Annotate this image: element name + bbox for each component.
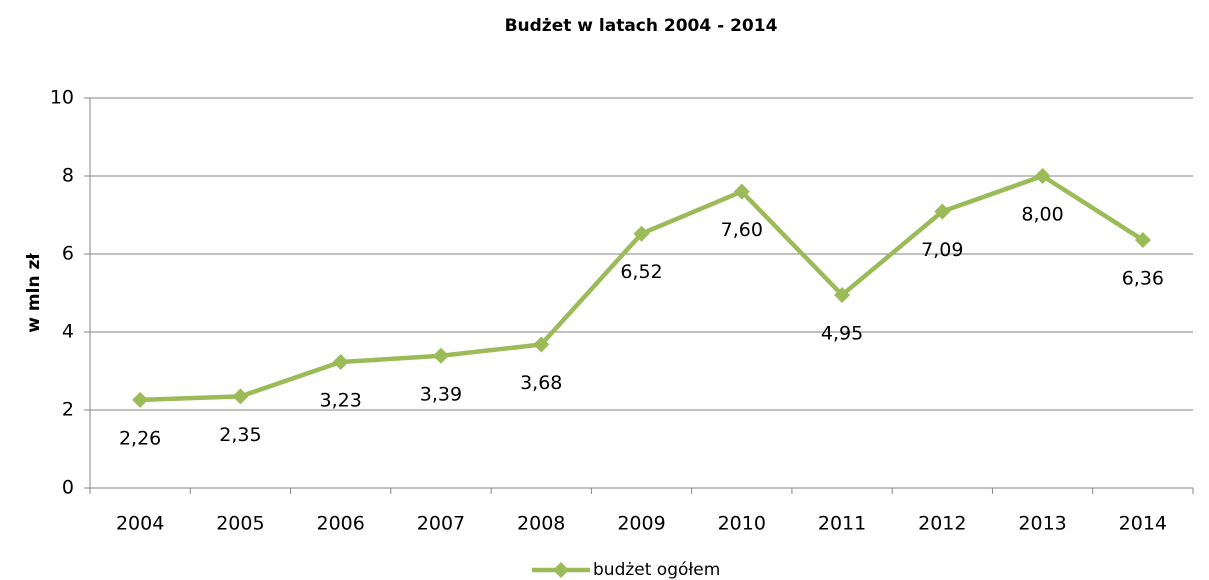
data-label: 3,23 bbox=[320, 390, 362, 412]
y-tick-label: 8 bbox=[62, 165, 74, 187]
x-tick-label: 2011 bbox=[818, 513, 866, 535]
x-tick-label: 2012 bbox=[918, 513, 966, 535]
legend-label: budżet ogółem bbox=[593, 560, 720, 580]
x-tick-label: 2005 bbox=[216, 513, 264, 535]
data-point bbox=[132, 391, 149, 408]
data-point bbox=[733, 183, 750, 200]
data-label: 3,39 bbox=[420, 383, 462, 405]
y-tick-label: 4 bbox=[62, 321, 74, 343]
data-point bbox=[1134, 231, 1151, 248]
x-tick-label: 2010 bbox=[718, 513, 766, 535]
x-tick-label: 2008 bbox=[517, 513, 565, 535]
x-tick-label: 2007 bbox=[417, 513, 465, 535]
series-line bbox=[140, 173, 1145, 403]
data-point bbox=[1034, 168, 1051, 184]
data-label: 4,95 bbox=[821, 322, 863, 344]
y-tick-label: 10 bbox=[50, 87, 74, 109]
y-tick-label: 0 bbox=[62, 477, 74, 499]
x-tick-label: 2006 bbox=[317, 513, 365, 535]
x-tick-label: 2013 bbox=[1018, 513, 1066, 535]
y-tick-label: 6 bbox=[62, 243, 74, 265]
data-point bbox=[332, 354, 349, 371]
data-point bbox=[533, 336, 550, 353]
data-label: 6,36 bbox=[1122, 267, 1164, 289]
data-label: 6,52 bbox=[620, 261, 662, 283]
x-tick-label: 2004 bbox=[116, 513, 164, 535]
data-point bbox=[432, 347, 449, 364]
data-label: 2,35 bbox=[219, 424, 261, 446]
data-label: 7,60 bbox=[721, 219, 763, 241]
data-point bbox=[934, 203, 951, 220]
data-label: 3,68 bbox=[520, 372, 562, 394]
y-axis-label: w mln zł bbox=[24, 253, 44, 333]
data-label: 2,26 bbox=[119, 427, 161, 449]
data-point bbox=[232, 388, 249, 405]
data-label: 8,00 bbox=[1021, 204, 1063, 226]
legend-marker bbox=[553, 562, 569, 578]
x-tick-label: 2009 bbox=[617, 513, 665, 535]
x-tick-label: 2014 bbox=[1119, 513, 1167, 535]
y-tick-label: 2 bbox=[62, 399, 74, 421]
data-point bbox=[633, 225, 650, 242]
chart-title: Budżet w latach 2004 - 2014 bbox=[505, 16, 778, 36]
data-point bbox=[834, 286, 851, 303]
data-label: 7,09 bbox=[921, 239, 963, 261]
